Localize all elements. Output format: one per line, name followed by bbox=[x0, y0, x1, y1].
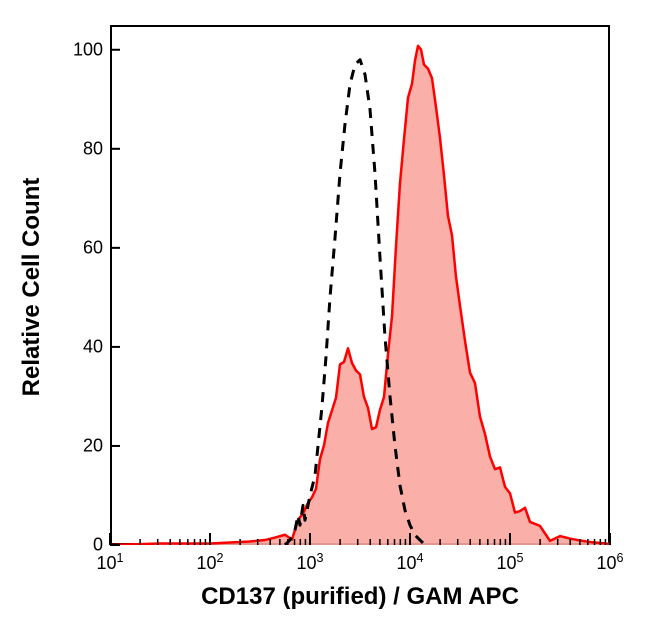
x-tick-label: 102 bbox=[196, 551, 223, 574]
y-tick-label: 20 bbox=[65, 435, 103, 456]
x-tick-label: 101 bbox=[96, 551, 123, 574]
x-tick-label: 103 bbox=[296, 551, 323, 574]
y-tick-label: 100 bbox=[65, 39, 103, 60]
y-tick-label: 80 bbox=[65, 138, 103, 159]
y-tick-label: 40 bbox=[65, 336, 103, 357]
x-tick-label: 105 bbox=[496, 551, 523, 574]
series-fill bbox=[110, 46, 610, 545]
y-axis-label: Relative Cell Count bbox=[18, 87, 46, 487]
x-tick-label: 106 bbox=[596, 551, 623, 574]
x-tick-label: 104 bbox=[396, 551, 423, 574]
chart-container: Relative Cell Count CD137 (purified) / G… bbox=[0, 0, 646, 641]
plot-svg bbox=[110, 25, 610, 545]
y-tick-label: 60 bbox=[65, 237, 103, 258]
x-axis-label: CD137 (purified) / GAM APC bbox=[110, 583, 610, 611]
